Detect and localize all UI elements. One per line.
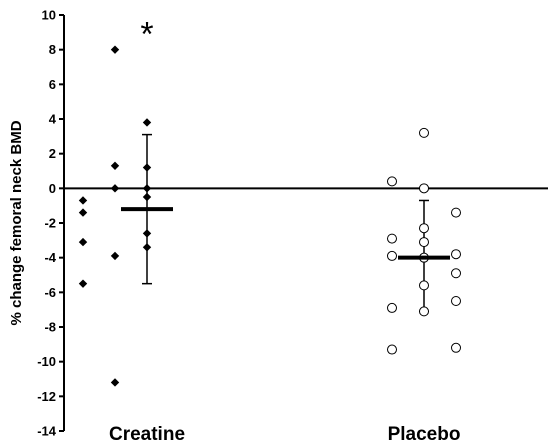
y-tick-label: -12	[37, 389, 56, 404]
y-tick-label: -14	[37, 424, 57, 439]
data-point	[78, 279, 88, 288]
y-axis-title: % change femoral neck BMD	[8, 120, 25, 325]
y-tick-label: -6	[44, 285, 56, 300]
y-tick-label: -2	[44, 216, 56, 231]
data-point	[110, 184, 120, 193]
annotations: *	[140, 15, 153, 53]
data-point	[419, 127, 429, 138]
data-point	[110, 161, 120, 170]
data-groups	[78, 45, 461, 387]
category-label: Creatine	[109, 424, 185, 445]
y-tick-label: 8	[49, 42, 56, 57]
data-point	[451, 249, 461, 260]
data-point	[142, 192, 152, 202]
data-point	[419, 306, 429, 317]
group-placebo	[387, 127, 461, 355]
data-point	[451, 296, 461, 306]
y-tick-label: 0	[49, 181, 56, 196]
category-labels: Creatine Placebo	[109, 424, 460, 445]
data-point	[142, 118, 152, 127]
data-point	[142, 229, 152, 238]
data-point	[78, 237, 88, 247]
group-creatine	[78, 45, 173, 387]
data-point	[387, 176, 397, 187]
data-point	[142, 184, 152, 193]
y-tick-label: -8	[44, 320, 56, 335]
data-point	[451, 342, 461, 353]
axes	[63, 15, 548, 431]
y-tick-label: -4	[44, 250, 56, 265]
data-point	[451, 268, 461, 279]
y-tick-label: 4	[49, 112, 57, 127]
y-tick-label: 6	[49, 77, 56, 92]
data-point	[419, 183, 429, 194]
data-point	[387, 302, 397, 313]
y-tick-label: 2	[49, 146, 56, 161]
data-point	[78, 208, 88, 217]
data-point	[142, 163, 152, 172]
y-tick-label: -10	[37, 354, 56, 369]
data-point	[142, 243, 152, 252]
data-point	[78, 196, 88, 205]
data-point	[419, 237, 429, 248]
data-point	[387, 344, 397, 355]
data-point	[451, 207, 461, 218]
data-point	[387, 250, 397, 261]
y-ticks: 10 8 6 4 2 0 -2 -4 -6 -8 -10 -12 -14	[37, 8, 64, 439]
data-point	[419, 280, 429, 291]
y-tick-label: 10	[42, 8, 56, 23]
data-point	[387, 233, 397, 244]
data-point	[110, 378, 120, 387]
data-point	[110, 251, 120, 261]
significance-annotation: *	[140, 15, 153, 53]
category-label: Placebo	[388, 424, 461, 445]
data-point	[110, 45, 120, 54]
data-point	[419, 223, 429, 234]
